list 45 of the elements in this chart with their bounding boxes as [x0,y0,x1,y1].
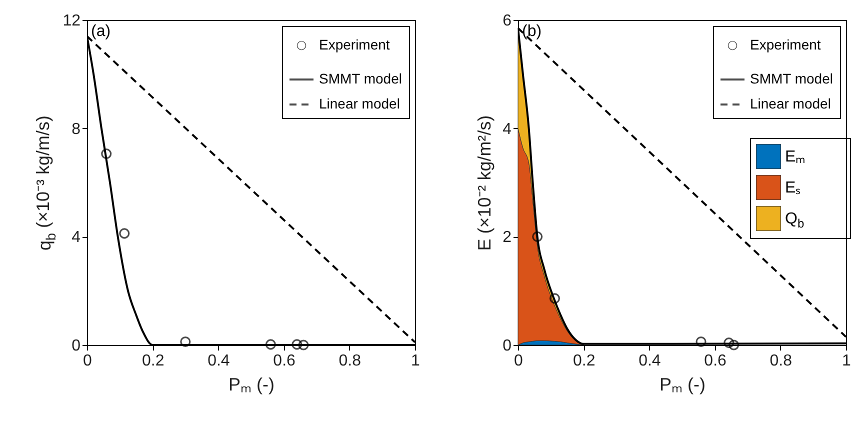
legend-label: Q$_{b}$ [785,210,804,231]
x-tick-label: 0.4 [208,352,230,370]
annotation: (b) [522,23,542,40]
annotation: (a) [91,23,111,40]
x-tick-label: 0.8 [770,352,792,370]
y-tick-label: 0 [72,338,81,354]
y-axis-title: E (×10⁻² kg/m²/s) [474,115,495,251]
y-tick-label: 12 [62,12,81,30]
x-tick-label: 0.4 [638,352,661,370]
legend-label: Eₘ [785,148,806,166]
x-tick-label: 0.6 [704,352,727,370]
legend-label: Experiment [750,36,821,52]
x-tick-label: 0.2 [142,352,164,370]
legend-label: Eₛ [785,180,801,196]
y-tick-label: 0 [502,338,512,354]
legend-label: Experiment [319,36,390,52]
y-tick-label: 2 [502,229,512,246]
x-tick-label: 0.6 [273,352,296,370]
x-tick-label: 0 [83,352,92,370]
y-tick-label: 6 [502,12,512,30]
point [696,336,706,348]
point [119,228,130,239]
x-tick-label: 0.2 [572,352,596,370]
legend-label: Linear model [750,96,831,112]
x-axis-title: Pₘ (-) [660,374,706,394]
point [549,293,560,304]
x-tick-label: 1 [842,352,852,370]
point [180,336,191,348]
point [724,338,734,348]
point [728,340,740,350]
x-axis-title: Pₘ (-) [228,374,274,394]
y-tick-label: 8 [72,120,81,138]
legend-label: SMMT model [750,70,833,86]
point [532,231,543,242]
legend-label: Linear model [319,96,400,112]
y-tick-label: 4 [502,120,512,138]
point [265,339,276,350]
x-tick-label: 1 [411,352,420,370]
legend-label: SMMT model [319,70,402,86]
point [101,148,112,160]
x-tick-label: 0 [514,352,524,370]
y-tick-label: 4 [72,229,81,246]
point [298,340,309,350]
point [292,339,302,350]
x-tick-label: 0.8 [338,352,362,370]
